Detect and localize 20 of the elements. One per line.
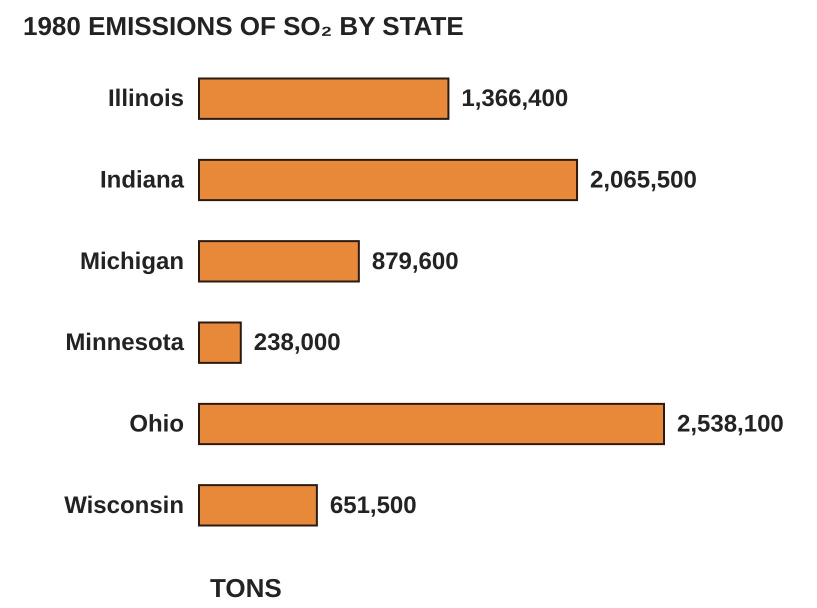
chart-title: 1980 EMISSIONS OF SO₂ BY STATE xyxy=(23,11,464,41)
data-label: 2,065,500 xyxy=(590,166,697,194)
bar xyxy=(198,240,360,282)
data-label: 238,000 xyxy=(254,329,341,356)
y-tick-label: Illinois xyxy=(108,85,184,112)
data-label: 2,538,100 xyxy=(677,410,784,438)
bar xyxy=(198,322,242,364)
y-tick-label: Wisconsin xyxy=(64,492,184,519)
bar xyxy=(198,158,578,202)
data-label: 1,366,400 xyxy=(461,85,568,112)
data-label: 651,500 xyxy=(330,492,417,519)
y-tick-label: Ohio xyxy=(129,410,184,438)
y-tick-label: Michigan xyxy=(80,248,184,275)
bar xyxy=(198,484,318,526)
bar xyxy=(198,78,450,120)
x-axis-title: TONS xyxy=(210,573,282,603)
y-tick-label: Minnesota xyxy=(65,329,185,356)
bar xyxy=(198,402,665,446)
y-tick-label: Indiana xyxy=(100,166,185,194)
data-label: 879,600 xyxy=(372,248,459,275)
